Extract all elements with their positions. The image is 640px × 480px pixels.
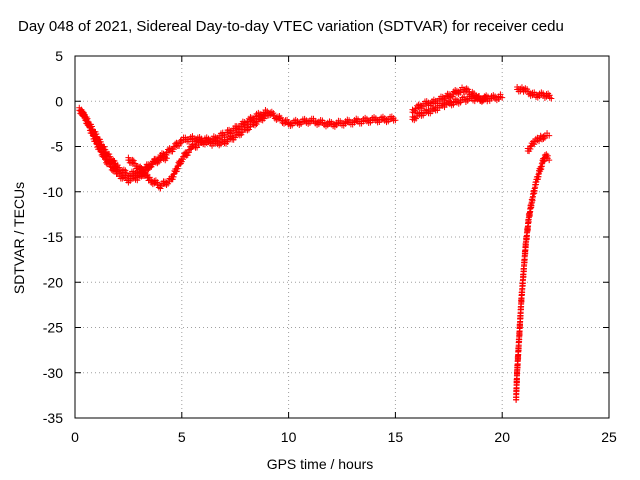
data-point-marker [110,157,117,164]
x-tick-label: 5 [178,429,186,445]
x-tick-label: 10 [281,429,297,445]
data-point-marker [106,158,113,165]
data-point-marker [546,132,553,139]
data-point-marker [93,130,100,137]
x-tick-label: 15 [388,429,404,445]
series-track-b [78,106,170,186]
data-point-marker [548,95,555,102]
data-point-marker [93,138,100,145]
data-points [76,83,555,403]
data-point-marker [129,156,136,163]
y-tick-label: -20 [43,274,63,290]
y-tick-label: -10 [43,184,63,200]
data-point-marker [111,164,118,171]
data-point-marker [264,112,271,119]
data-point-marker [392,117,399,124]
data-point-marker [535,171,542,178]
series-track-f [514,83,555,102]
chart-title: Day 048 of 2021, Sidereal Day-to-day VTE… [18,18,564,35]
data-point-marker [80,110,87,117]
data-point-marker [81,111,88,118]
data-point-marker [97,146,104,153]
y-tick-label: 5 [55,48,63,64]
data-point-marker [463,85,470,92]
data-point-marker [97,138,104,145]
data-point-marker [134,163,141,170]
series-track-h [524,130,553,155]
data-point-marker [138,165,145,172]
x-tick-label: 20 [494,429,510,445]
data-point-marker [484,98,491,105]
series-track-e [409,92,491,124]
data-point-marker [82,114,89,121]
data-point-marker [86,121,93,128]
x-tick-label: 25 [601,429,617,445]
y-tick-label: -30 [43,365,63,381]
data-point-marker [107,161,114,168]
series-track-d [409,84,506,116]
data-point-marker [482,93,489,100]
data-point-marker [89,129,96,136]
data-point-marker [527,143,534,150]
y-tick-label: -5 [51,139,64,155]
data-point-marker [497,91,504,98]
x-axis-label: GPS time / hours [266,456,374,472]
data-point-marker [544,152,551,159]
data-point-marker [125,154,132,161]
y-axis-label: SDTVAR / TECUs [11,181,27,295]
y-tick-label: -15 [43,229,63,245]
x-tick-label: 0 [71,429,79,445]
data-point-marker [137,163,144,170]
data-point-marker [101,151,108,158]
data-point-marker [78,106,85,113]
series-track-a [76,104,399,181]
data-point-marker [130,157,137,164]
data-point-marker [499,94,506,101]
data-point-marker [102,153,109,160]
series-track-c [125,110,271,192]
y-tick-label: 0 [55,93,63,109]
y-tick-label: -35 [43,410,63,426]
data-point-marker [465,86,472,93]
y-tick-label: -25 [43,320,63,336]
data-point-marker [546,157,553,164]
data-point-marker [111,158,118,165]
data-point-marker [163,155,170,162]
data-point-marker [540,133,547,140]
data-point-marker [177,137,184,144]
series-track-g [513,151,553,403]
data-point-marker [546,92,553,99]
data-point-marker [543,151,550,158]
axis-ticks: 0 5 10 15 20 25 5 0 -5 -10 -15 -20 -25 -30 -35 [43,48,617,445]
data-point-marker [102,146,109,153]
